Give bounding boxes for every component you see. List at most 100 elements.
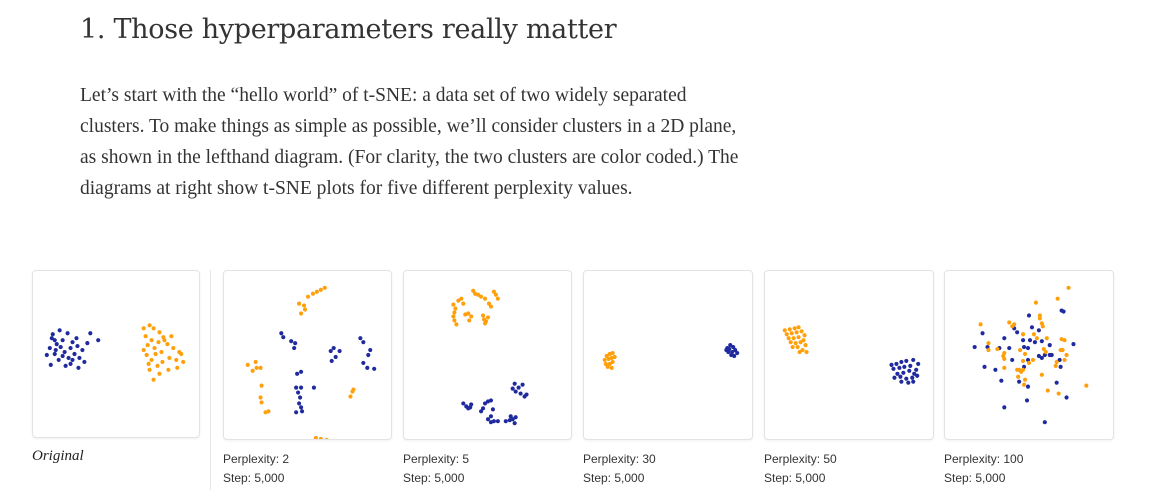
cluster_b-point [461,301,466,306]
cluster_b-point [297,301,302,306]
tsne-panel-perplexity-30[interactable] [583,270,753,440]
cluster_b-point [1018,347,1023,353]
scatter-plot-original [44,323,186,382]
cluster_a-point [999,378,1004,383]
cluster_a-point [88,331,93,336]
cluster_b-point [480,313,486,318]
cluster_a-point [733,347,738,353]
cluster_a-point [980,331,985,336]
cluster_a-point [311,385,316,390]
cluster_b-point [149,357,154,363]
perplexity-label: Perplexity: 50 [764,452,837,466]
step-label: Step: 5,000 [944,471,1006,485]
cluster_a-point [47,345,52,351]
cluster_b-point [1039,372,1044,377]
cluster_a-point [503,419,508,424]
cluster_b-point [157,330,162,335]
cluster_b-point [1016,374,1021,379]
cluster_a-point [904,358,909,364]
cluster_a-point [727,346,732,352]
cluster_b-point [488,304,494,309]
cluster_a-point [1064,395,1069,400]
cluster_a-point [328,348,333,354]
cluster_a-point [1049,352,1054,358]
cluster_a-point [898,374,903,379]
scatter-plot [782,325,921,385]
cluster_a-point [1036,353,1041,359]
cluster_a-point [297,401,302,406]
cluster_b-point [796,325,801,330]
cluster_b-point [485,315,491,320]
cluster_b-point [607,361,612,366]
cluster_b-point [471,288,476,293]
cluster_b-point [787,327,792,332]
cluster_a-point [58,345,63,350]
cluster_a-point [972,345,977,350]
cluster_a-point [731,345,736,350]
cluster_a-point [488,398,494,403]
cluster_a-point [361,360,366,365]
cluster_a-point [53,347,58,353]
cluster_b-point [793,341,798,346]
cluster_a-point [510,417,515,422]
cluster_b-point [459,296,464,301]
tsne-panel-perplexity-100[interactable] [944,270,1114,440]
figure-divider [210,270,211,490]
cluster_b-point [451,302,456,307]
cluster_a-point [524,392,529,397]
cluster_a-point [52,351,57,357]
cluster_b-point [313,435,318,439]
cluster_b-point [1007,320,1012,325]
cluster_a-point [74,336,79,341]
cluster_b-point [792,326,797,331]
cluster_b-point [301,303,307,308]
cluster_b-point [147,367,152,372]
cluster_b-point [169,334,174,339]
cluster_a-point [358,336,363,341]
cluster_a-point [75,344,80,349]
cluster_a-point [329,358,334,364]
cluster_a-point [488,414,494,419]
cluster_b-point [159,349,164,355]
cluster_b-point [1053,363,1058,368]
cluster_b-point [789,331,794,336]
cluster_b-point [1010,324,1015,329]
scatter-plot [602,343,740,370]
cluster_a-point [891,366,896,371]
cluster_b-point [1056,391,1061,396]
cluster_a-point [1047,343,1052,348]
cluster_b-point [452,318,457,323]
cluster_b-point [610,350,615,356]
cluster_a-point [461,401,466,406]
cluster_a-point [70,340,75,345]
cluster_b-point [302,307,308,312]
cluster_a-point [52,338,57,343]
cluster_a-point [728,343,733,348]
cluster_a-point [293,341,298,346]
cluster_b-point [1084,383,1089,388]
cluster_a-point [1010,357,1015,363]
cluster_a-point [485,417,491,422]
cluster_a-point [1026,313,1032,318]
cluster_b-point [141,326,146,331]
cluster_a-point [512,421,517,426]
cluster_b-point [476,292,481,297]
cluster_b-point [482,296,488,301]
tsne-panel-perplexity-50[interactable] [764,270,934,440]
cluster_a-point [915,373,920,378]
cluster_a-point [480,406,486,411]
cluster_a-point [513,389,518,394]
cluster_a-point [899,379,904,384]
cluster_a-point [1020,338,1026,343]
scatter-plot [245,285,377,439]
cluster_b-point [603,361,608,366]
cluster_b-point [1002,356,1007,362]
cluster_b-point [1022,351,1028,357]
cluster_b-point [152,345,157,351]
cluster_b-point [143,334,148,339]
cluster_a-point [513,415,518,420]
perplexity-label: Perplexity: 5 [403,452,470,466]
cluster_b-point [175,365,180,370]
tsne-panel-perplexity-5[interactable] [403,270,572,440]
tsne-panel-perplexity-2[interactable] [223,270,392,440]
